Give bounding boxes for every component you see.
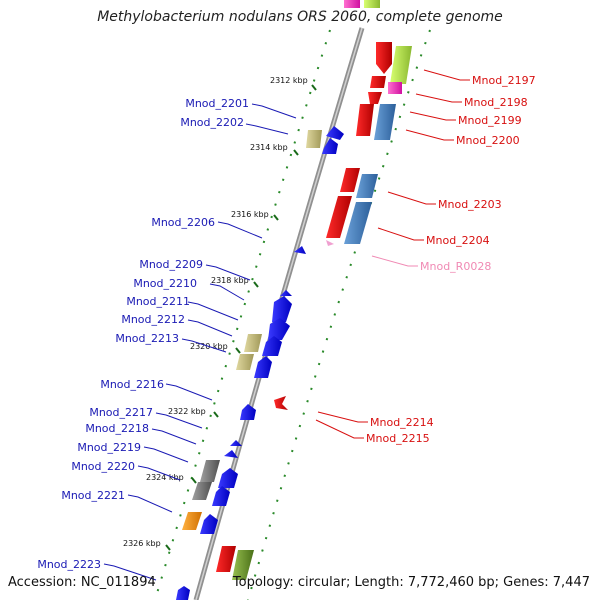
gene-feature (376, 42, 392, 74)
tick-label: 2322 kbp (168, 407, 206, 416)
tick-label: 2314 kbp (250, 143, 288, 152)
gene-feature (370, 76, 386, 88)
gene-label-left: Mnod_2223 (37, 558, 101, 571)
gene-feature (344, 202, 372, 244)
gene-feature (388, 82, 402, 94)
gene-feature (236, 354, 254, 370)
gene-feature (200, 460, 220, 482)
gene-feature (268, 318, 290, 340)
gene-label-right: Mnod_2200 (456, 134, 520, 147)
gene-label-left: Mnod_2217 (89, 406, 153, 419)
gene-feature (340, 168, 360, 192)
gene-feature (262, 336, 282, 356)
tick-label: 2312 kbp (270, 76, 308, 85)
gene-label-right: Mnod_2203 (438, 198, 502, 211)
forward-genes (216, 0, 412, 580)
tick-marks (165, 84, 317, 551)
gene-label-right: Mnod_2199 (458, 114, 522, 127)
gene-feature (212, 486, 230, 506)
tick-label: 2324 kbp (146, 473, 184, 482)
gene-feature (280, 290, 292, 296)
gene-feature (240, 404, 256, 420)
gene-feature (218, 468, 238, 488)
genome-summary-text: Topology: circular; Length: 7,772,460 bp… (232, 575, 590, 590)
gene-label-left: Mnod_2218 (85, 422, 149, 435)
gene-feature (294, 246, 306, 254)
gene-label-left: Mnod_2221 (61, 489, 125, 502)
gene-label-right: Mnod_2197 (472, 74, 536, 87)
gene-feature (182, 512, 202, 530)
gene-feature (192, 482, 212, 500)
gene-label-right: Mnod_2198 (464, 96, 528, 109)
gene-feature (176, 586, 190, 600)
gene-label-rna: Mnod_R0028 (420, 260, 491, 273)
gene-label-right: Mnod_2204 (426, 234, 490, 247)
left-leaders (103, 103, 297, 581)
right-leaders (315, 69, 470, 439)
rna-leader (371, 255, 418, 267)
map-title: Methylobacterium nodulans ORS 2060, comp… (97, 9, 503, 25)
gene-label-left: Mnod_2216 (100, 378, 164, 391)
gene-feature (224, 450, 238, 458)
gene-label-left: Mnod_2219 (77, 441, 141, 454)
gene-feature (306, 130, 322, 148)
accession-text: Accession: NC_011894 (8, 575, 156, 590)
gene-feature (230, 440, 242, 446)
gene-feature (326, 196, 352, 238)
gene-label-left: Mnod_2202 (180, 116, 244, 129)
gene-label-right: Mnod_2214 (370, 416, 434, 429)
gene-feature (272, 296, 292, 322)
gene-feature (244, 334, 262, 352)
gene-feature (356, 104, 374, 136)
gene-label-left: Mnod_2213 (115, 332, 179, 345)
gene-feature (390, 46, 412, 84)
gene-feature (232, 550, 254, 580)
gene-feature (344, 0, 360, 8)
gene-label-left: Mnod_2212 (121, 313, 185, 326)
gene-label-left: Mnod_2201 (185, 97, 249, 110)
gene-label-left: Mnod_2209 (139, 258, 203, 271)
gene-label-right: Mnod_2215 (366, 432, 430, 445)
gene-label-left: Mnod_2220 (71, 460, 135, 473)
gene-label-left: Mnod_2210 (133, 277, 197, 290)
tick-label: 2318 kbp (211, 276, 249, 285)
gene-feature (254, 356, 272, 378)
gene-feature (368, 92, 382, 104)
gene-label-left: Mnod_2211 (126, 295, 190, 308)
gene-feature (274, 396, 288, 410)
gene-feature (326, 126, 344, 140)
tick-label: 2326 kbp (123, 539, 161, 548)
gene-feature (374, 104, 396, 140)
gene-feature (364, 0, 380, 8)
gene-feature (322, 138, 338, 154)
gene-feature (216, 546, 236, 572)
tick-label: 2316 kbp (231, 210, 269, 219)
gene-label-left: Mnod_2206 (151, 216, 215, 229)
gene-feature (326, 240, 334, 246)
gene-feature (356, 174, 378, 198)
gene-feature (200, 514, 218, 534)
reverse-genes (176, 126, 344, 600)
